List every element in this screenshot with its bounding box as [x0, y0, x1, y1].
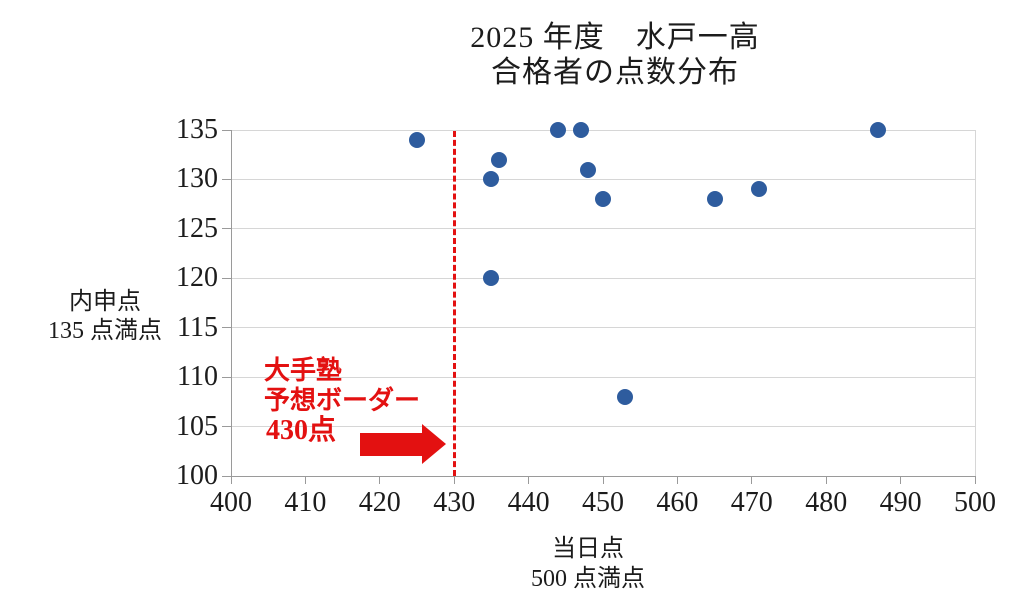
border-arrow-tail — [360, 433, 424, 456]
x-tick-label-400: 400 — [210, 487, 252, 518]
x-axis-line — [222, 476, 976, 477]
x-axis-tick-500 — [974, 477, 976, 484]
gridline-y-120 — [231, 277, 975, 279]
x-tick-label-440: 440 — [507, 487, 550, 518]
gridline-y-135 — [231, 129, 975, 131]
x-axis-tick-480 — [825, 477, 827, 484]
chart-title: 2025 年度 水戸一高 合格者の点数分布 — [160, 20, 1024, 90]
x-tick-label-450: 450 — [582, 487, 624, 518]
x-axis-tick-440 — [528, 477, 530, 484]
y-tick-label-120: 120 — [176, 262, 218, 294]
gridline-y-130 — [231, 178, 975, 180]
y-axis-title-line1: 内申点 — [69, 289, 141, 315]
data-point-487-135 — [870, 122, 887, 138]
y-axis-tick-105 — [222, 426, 231, 428]
x-axis-tick-470 — [751, 477, 753, 484]
x-tick-label-410: 410 — [284, 487, 327, 518]
y-tick-label-115: 115 — [177, 311, 218, 343]
y-tick-label-105: 105 — [176, 410, 218, 442]
annotation-line1: 大手塾 — [264, 356, 343, 385]
y-tick-label-110: 110 — [177, 361, 218, 393]
y-axis-title-line2: 135 点満点 — [48, 318, 162, 344]
data-point-447-135 — [572, 122, 589, 138]
predicted-border-line — [452, 131, 456, 476]
data-point-465-128 — [706, 191, 723, 208]
y-axis-tick-130 — [222, 178, 231, 180]
gridline-y-115 — [231, 327, 975, 329]
y-tick-label-130: 130 — [176, 163, 218, 195]
y-axis-tick-120 — [222, 277, 231, 279]
border-annotation-text: 大手塾 予想ボーダー 430点 — [264, 356, 464, 446]
x-tick-label-460: 460 — [656, 487, 699, 518]
data-point-448-131 — [580, 161, 597, 178]
x-tick-label-420: 420 — [358, 487, 401, 518]
x-axis-tick-420 — [379, 477, 381, 484]
data-point-435-120 — [483, 270, 500, 287]
annotation-line2: 予想ボーダー — [264, 386, 421, 415]
gridline-y-125 — [231, 228, 975, 230]
x-axis-tick-400 — [230, 477, 232, 484]
annotation-line3: 430点 — [266, 415, 337, 446]
y-axis-tick-115 — [222, 327, 231, 329]
x-axis-title-line2: 500 点満点 — [531, 566, 645, 592]
y-axis-tick-110 — [222, 376, 231, 378]
y-tick-label-135: 135 — [176, 114, 218, 145]
x-axis-tick-430 — [453, 477, 455, 484]
data-point-436-132 — [490, 151, 507, 168]
data-point-453-108 — [617, 388, 634, 405]
data-point-444-135 — [550, 122, 567, 138]
gridline-y-110 — [231, 376, 975, 378]
y-axis-tick-135 — [222, 129, 231, 131]
x-axis-tick-450 — [602, 477, 604, 484]
x-axis-tick-490 — [900, 477, 902, 484]
plot-border-right — [975, 130, 976, 476]
y-axis-tick-125 — [222, 228, 231, 230]
x-tick-label-470: 470 — [730, 487, 773, 518]
y-axis-title: 内申点 135 点満点 — [30, 288, 180, 346]
x-axis-title: 当日点 500 点満点 — [448, 534, 728, 594]
border-arrow-icon — [422, 424, 446, 464]
chart-title-line1: 2025 年度 水戸一高 — [470, 21, 760, 54]
x-tick-label-480: 480 — [805, 487, 848, 518]
x-axis-tick-410 — [304, 477, 306, 484]
data-point-435-130 — [483, 171, 500, 188]
x-tick-label-490: 490 — [879, 487, 922, 518]
data-point-425-134 — [409, 131, 425, 148]
x-axis-tick-460 — [676, 477, 678, 484]
x-tick-label-500: 500 — [954, 487, 996, 518]
y-tick-label-125: 125 — [176, 212, 218, 244]
x-tick-label-430: 430 — [433, 487, 476, 518]
data-point-471-129 — [751, 181, 768, 198]
x-axis-title-line1: 当日点 — [552, 536, 624, 562]
y-tick-label-100: 100 — [176, 460, 218, 491]
chart-title-line2: 合格者の点数分布 — [491, 56, 739, 89]
y-axis-line — [231, 130, 232, 477]
gridline-y-105 — [231, 426, 975, 428]
data-point-450-128 — [595, 191, 611, 208]
